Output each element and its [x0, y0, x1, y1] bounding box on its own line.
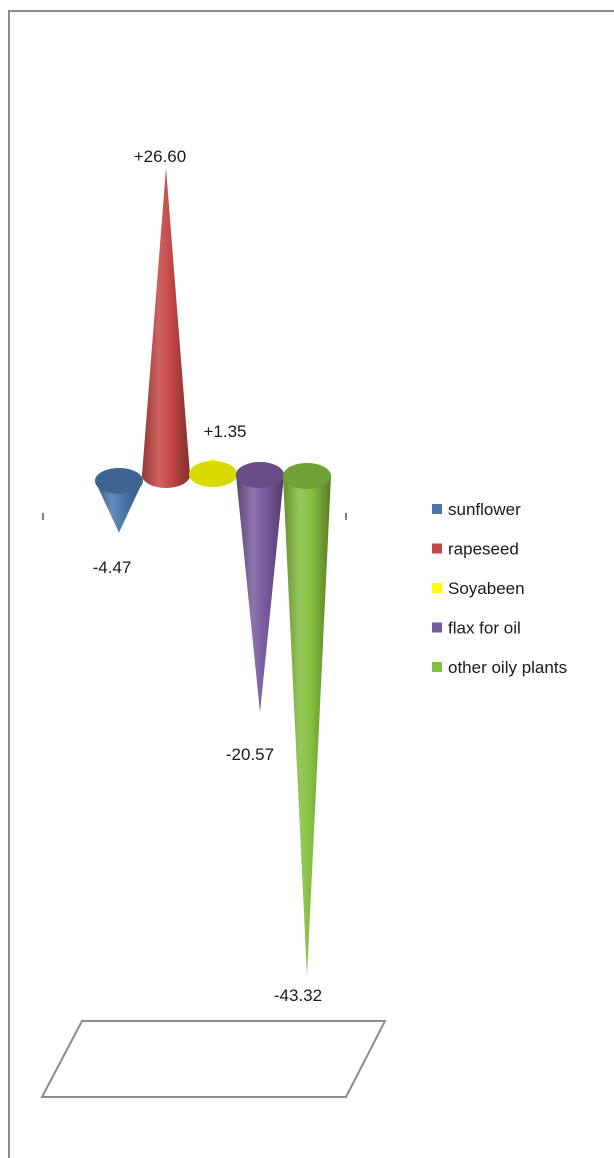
legend-swatch	[432, 662, 442, 672]
legend: sunflower rapeseed Soyabeen flax for oil oth…	[432, 500, 567, 677]
cone-base-cap	[236, 462, 284, 488]
legend-label: other oily plants	[448, 658, 567, 677]
cone-body	[142, 167, 190, 488]
cone-soyabeen	[189, 458, 237, 487]
legend-label: flax for oil	[448, 619, 521, 638]
cone-body	[283, 463, 331, 977]
legend-swatch	[432, 504, 442, 514]
cone-sunflower	[95, 468, 143, 533]
cone-base-cap	[283, 463, 331, 489]
cone-rapeseed	[142, 167, 190, 488]
data-label: -43.32	[274, 986, 322, 1005]
legend-swatch	[432, 583, 442, 593]
legend-swatch	[432, 622, 442, 633]
legend-label: sunflower	[448, 500, 521, 519]
cone-other-oily-plants	[283, 463, 331, 977]
data-label: -20.57	[226, 745, 274, 764]
data-label: -4.47	[93, 558, 132, 577]
data-label: +1.35	[203, 422, 246, 441]
floor-plane	[40, 1020, 387, 1098]
cone-flax-for-oil	[236, 462, 284, 713]
legend-swatch	[432, 543, 442, 554]
cone-body	[236, 462, 284, 713]
legend-label: Soyabeen	[448, 579, 525, 598]
data-labels-group: -4.47 +26.60 +1.35 -20.57 -43.32	[93, 147, 322, 1005]
cone-base-cap	[189, 461, 237, 487]
cones-group	[95, 167, 331, 977]
cone-base-cap	[95, 468, 143, 494]
data-label: +26.60	[134, 147, 186, 166]
legend-label: rapeseed	[448, 540, 519, 559]
